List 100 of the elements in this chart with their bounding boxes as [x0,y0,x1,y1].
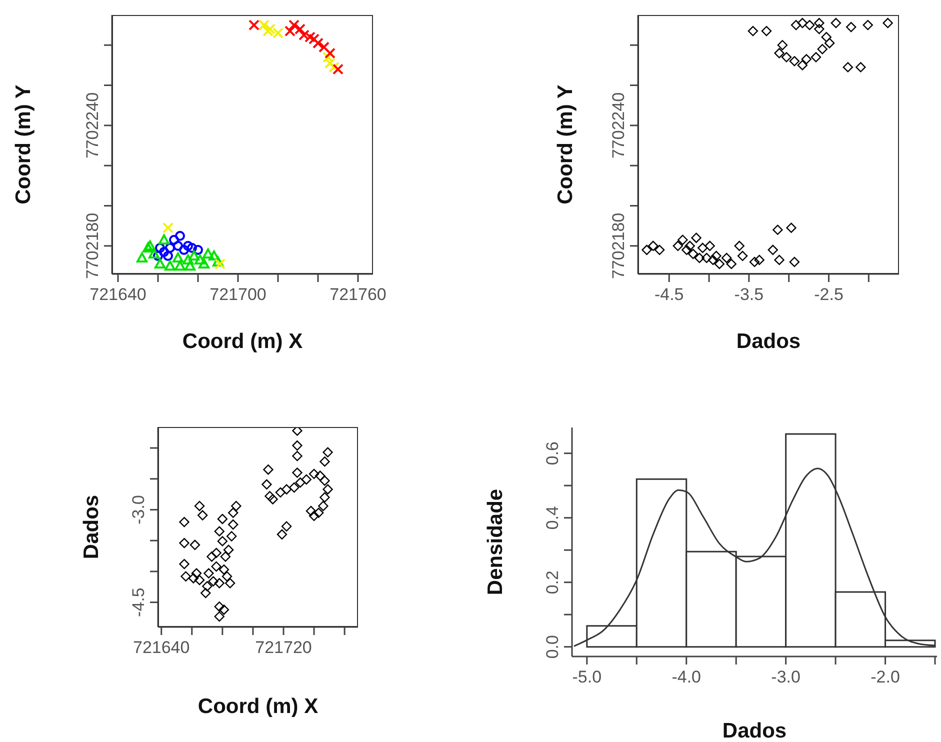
y-tick-label: 7702240 [609,92,628,159]
point [322,447,333,458]
point [289,482,300,493]
point [817,44,828,54]
point [678,234,688,245]
point [702,252,712,264]
point [223,544,234,555]
point [169,234,179,245]
point [314,508,324,518]
point [777,40,788,50]
point [308,510,320,521]
point [774,254,784,266]
point [190,540,200,550]
point [162,222,174,234]
point [790,20,802,30]
y-tick-label: 7702180 [609,212,628,279]
point [322,484,333,494]
point [322,52,334,63]
point [797,18,808,28]
point [222,571,232,582]
point [220,552,231,562]
y-axis-title: Coord (m) Y [554,84,577,204]
point [711,250,722,262]
point [312,38,324,49]
point [217,536,228,546]
point [275,487,286,498]
point [155,242,165,253]
point [648,240,658,251]
x-tick-label: -4.0 [672,668,702,687]
point [173,240,183,251]
point [749,256,760,268]
point [179,244,189,255]
point [301,474,312,485]
point [324,58,336,69]
point [768,244,778,256]
point [228,508,238,518]
point [882,18,893,28]
point [175,230,185,241]
point [182,254,194,265]
point [194,574,205,586]
point [714,258,725,270]
point [208,250,220,261]
point [292,468,302,478]
point [797,60,808,70]
x-tick-label: 721720 [255,638,312,658]
point [214,611,224,622]
y-tick-label: 0.0 [543,635,562,659]
point [332,64,344,75]
point [315,470,326,481]
point [163,250,173,261]
point [179,558,190,570]
point [320,492,330,502]
point [214,258,226,270]
point [214,602,224,612]
y-axis-title: Dados [80,494,103,560]
x-tick-label: -2.5 [814,285,844,304]
point [159,246,169,257]
point [179,516,190,528]
point [263,464,274,475]
point [214,578,224,588]
point [786,222,796,233]
point [224,578,236,588]
point [164,260,176,271]
point [772,224,783,235]
point [212,256,224,267]
point [211,561,222,572]
point [801,54,812,64]
x-tick-label: 721700 [210,285,266,304]
point [672,240,684,251]
point [202,581,212,592]
point [281,521,292,532]
point [292,440,302,451]
point [830,18,842,28]
point [814,18,824,28]
point [856,62,866,72]
point [268,494,278,504]
point [264,491,275,502]
point [165,242,175,253]
point [154,258,166,269]
point [814,24,824,34]
point [179,538,190,548]
point [691,232,702,243]
point [258,20,270,31]
point [194,254,206,265]
point [228,519,238,530]
x-tick-label: 721760 [330,285,386,304]
point [276,529,288,540]
point [211,548,222,558]
point [308,34,320,45]
point [734,240,744,251]
point [281,484,292,494]
point [183,240,193,251]
point [136,252,148,263]
point [248,20,260,31]
y-tick-label: 7702180 [83,212,102,279]
x-axis-title: Coord (m) X [198,695,318,718]
point [288,20,300,31]
point [698,242,708,253]
y-tick-label: 0.4 [543,506,562,530]
point [789,256,800,268]
